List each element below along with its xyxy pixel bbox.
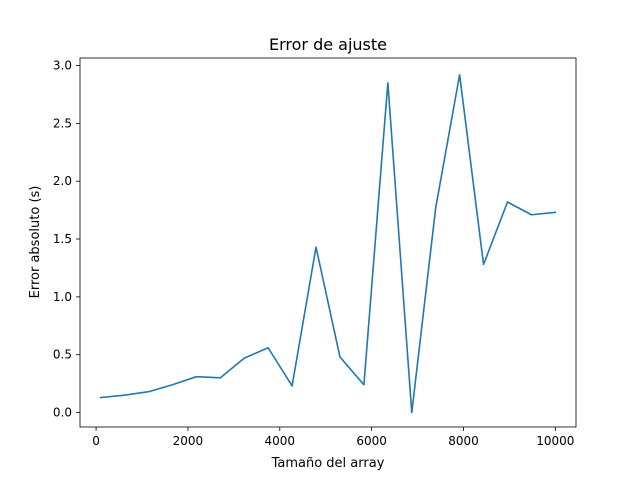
x-tick-label-4: 8000 — [448, 434, 479, 448]
x-tick-label-5: 10000 — [536, 434, 574, 448]
y-tick-label-1: 0.5 — [53, 348, 72, 362]
y-axis: 0.0 0.5 1.0 1.5 2.0 2.5 3.0 — [53, 59, 80, 420]
series-line-0 — [99, 73, 557, 414]
x-axis-label: Tamaño del array — [271, 456, 385, 471]
y-axis-label: Error absoluto (s) — [28, 186, 43, 299]
series-layer — [99, 73, 557, 414]
x-tick-label-2: 4000 — [265, 434, 296, 448]
x-tick-label-1: 2000 — [173, 434, 204, 448]
y-tick-label-3: 1.5 — [53, 232, 72, 246]
y-tick-label-4: 2.0 — [53, 174, 72, 188]
x-axis: 0 2000 4000 6000 8000 10000 — [92, 427, 574, 448]
plot-area — [79, 57, 577, 428]
x-tick-label-3: 6000 — [356, 434, 387, 448]
x-tick-label-0: 0 — [92, 434, 100, 448]
chart-title: Error de ajuste — [269, 35, 387, 54]
y-tick-label-5: 2.5 — [53, 116, 72, 130]
y-tick-label-6: 3.0 — [53, 59, 72, 73]
y-tick-label-0: 0.0 — [53, 406, 72, 420]
axes-frame — [79, 57, 577, 428]
y-tick-label-2: 1.0 — [53, 290, 72, 304]
